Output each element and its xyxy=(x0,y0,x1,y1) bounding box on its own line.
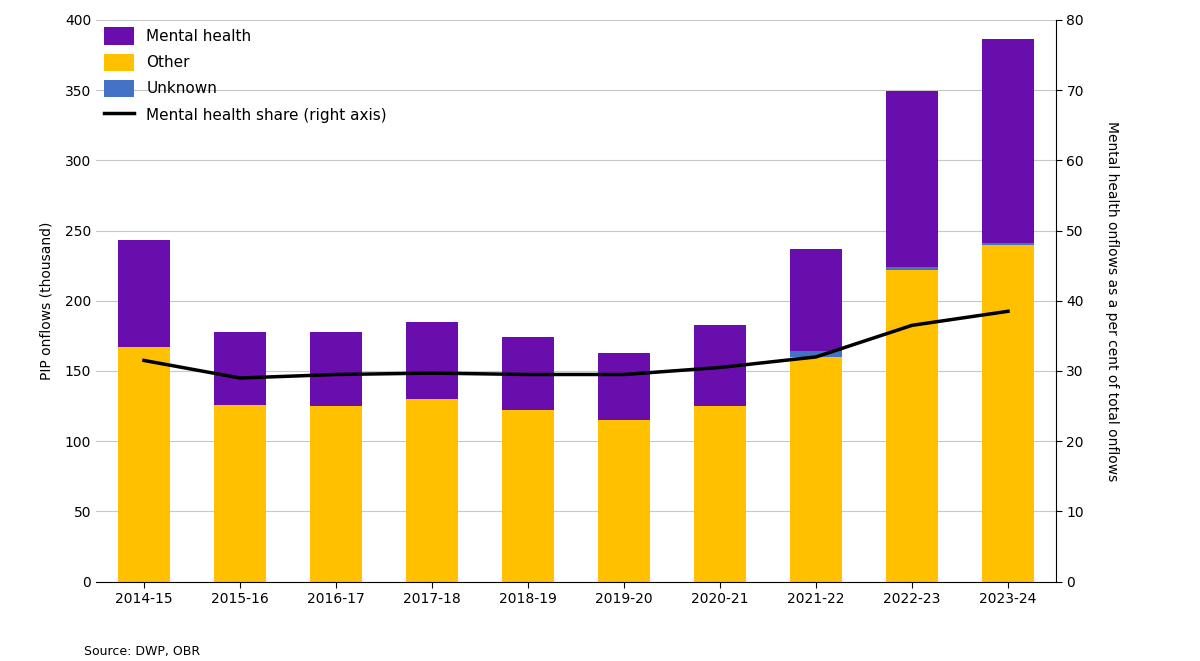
Bar xyxy=(694,325,746,406)
Mental health share (right axis) xyxy=(1001,307,1015,315)
Bar xyxy=(598,353,650,420)
Bar xyxy=(118,241,170,347)
Bar xyxy=(790,357,842,582)
Bar xyxy=(502,410,554,582)
Mental health share (right axis) xyxy=(137,356,151,364)
Bar xyxy=(982,40,1034,243)
Mental health share (right axis) xyxy=(521,371,535,379)
Line: Mental health share (right axis): Mental health share (right axis) xyxy=(144,311,1008,378)
Mental health share (right axis) xyxy=(617,371,631,379)
Bar xyxy=(790,352,842,357)
Mental health share (right axis) xyxy=(905,321,919,329)
Bar xyxy=(310,332,362,406)
Bar xyxy=(406,399,458,582)
Bar xyxy=(886,91,938,267)
Bar xyxy=(406,322,458,399)
Mental health share (right axis) xyxy=(809,353,823,361)
Mental health share (right axis) xyxy=(713,364,727,371)
Bar xyxy=(598,420,650,582)
Bar xyxy=(982,243,1034,245)
Bar xyxy=(502,337,554,410)
Bar xyxy=(214,332,266,405)
Y-axis label: PIP onflows (thousand): PIP onflows (thousand) xyxy=(40,221,54,380)
Bar xyxy=(886,267,938,270)
Bar xyxy=(694,406,746,582)
Bar xyxy=(982,245,1034,582)
Mental health share (right axis) xyxy=(425,369,439,377)
Mental health share (right axis) xyxy=(329,371,343,379)
Text: Source: DWP, OBR: Source: DWP, OBR xyxy=(84,644,200,658)
Mental health share (right axis) xyxy=(233,374,247,382)
Y-axis label: Mental health onflows as a per cent of total onflows: Mental health onflows as a per cent of t… xyxy=(1105,120,1118,481)
Bar xyxy=(214,405,266,582)
Bar xyxy=(118,347,170,582)
Bar xyxy=(310,406,362,582)
Bar xyxy=(790,249,842,352)
Bar xyxy=(886,270,938,582)
Legend: Mental health, Other, Unknown, Mental health share (right axis): Mental health, Other, Unknown, Mental he… xyxy=(103,28,388,123)
